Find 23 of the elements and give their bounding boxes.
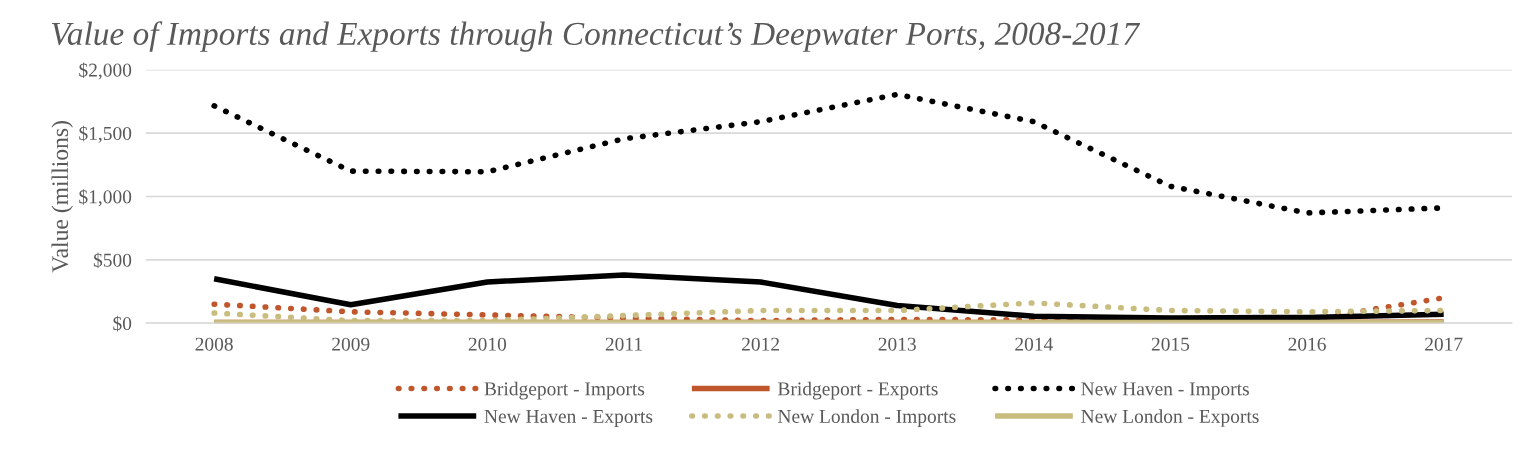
y-tick-label: $2,000 bbox=[79, 62, 132, 80]
chart-title: Value of Imports and Exports through Connecticut’s Deepwater Ports, 2008-2017 bbox=[51, 21, 1141, 52]
x-tick-label: 2010 bbox=[468, 337, 507, 351]
x-tick-label: 2015 bbox=[1151, 337, 1190, 351]
x-tick-label: 2012 bbox=[742, 337, 779, 351]
legend-label: New Haven - Exports bbox=[484, 410, 653, 427]
y-axis-title: Value (millions) bbox=[51, 121, 73, 273]
legend-label: New London - Imports bbox=[777, 409, 956, 427]
legend-label: Bridgeport - Exports bbox=[777, 381, 938, 400]
x-tick-label: 2013 bbox=[878, 337, 916, 351]
legend-label: Bridgeport - Imports bbox=[484, 381, 645, 400]
y-tick-label: $1,000 bbox=[79, 189, 132, 207]
x-tick-label: 2017 bbox=[1425, 337, 1463, 351]
x-tick-label: 2011 bbox=[605, 337, 642, 351]
x-tick-label: 2014 bbox=[1015, 337, 1053, 351]
legend-label: New London - Exports bbox=[1081, 409, 1259, 427]
y-tick-label: $0 bbox=[113, 315, 132, 332]
legend-label: New Haven - Imports bbox=[1081, 382, 1249, 400]
x-tick-label: 2016 bbox=[1288, 337, 1326, 351]
y-tick-label: $500 bbox=[93, 252, 132, 269]
x-tick-label: 2008 bbox=[195, 337, 233, 351]
y-tick-label: $1,500 bbox=[79, 125, 132, 143]
x-tick-label: 2009 bbox=[332, 337, 370, 351]
